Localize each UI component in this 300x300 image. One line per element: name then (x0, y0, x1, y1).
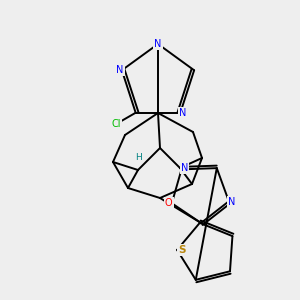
Text: S: S (178, 245, 186, 255)
Text: N: N (116, 65, 124, 75)
Text: H: H (135, 154, 141, 163)
Text: N: N (181, 164, 188, 173)
Text: Cl: Cl (112, 119, 122, 129)
Text: N: N (228, 197, 236, 207)
Text: O: O (165, 198, 172, 208)
Text: N: N (178, 108, 186, 118)
Text: N: N (154, 39, 162, 49)
